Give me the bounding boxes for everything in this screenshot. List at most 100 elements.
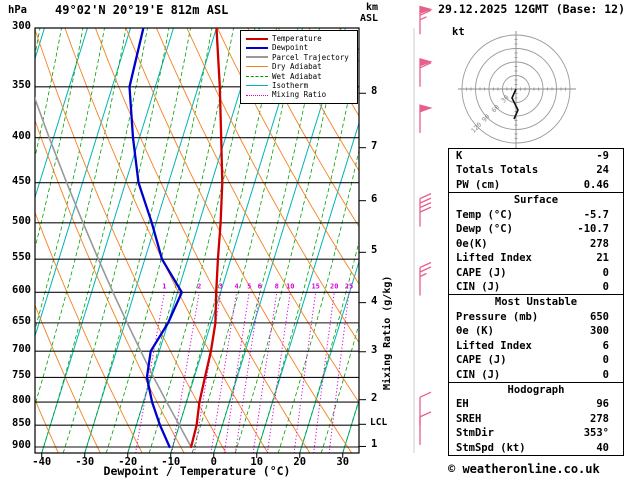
run-datetime: 29.12.2025 12GMT (Base: 12) — [438, 2, 625, 16]
altitude-tick-label: 8 — [371, 85, 378, 98]
indices-row-label: CIN (J) — [456, 368, 501, 381]
pressure-tick-label: 400 — [12, 129, 31, 142]
indices-row-value: 353° — [583, 427, 609, 440]
legend-line-sample — [246, 37, 268, 40]
indices-row-label: θe (K) — [456, 325, 494, 338]
altitude-tick-label: 1 — [371, 438, 378, 451]
indices-row: PW (cm) 0.46 — [449, 178, 623, 192]
pressure-tick-label: 650 — [12, 314, 31, 327]
indices-row-label: EH — [456, 398, 469, 411]
legend-item-label: Dewpoint — [272, 43, 309, 53]
temperature-tick-label: -40 — [32, 456, 52, 468]
mixing-ratio-value: 25 — [345, 282, 353, 290]
hodograph-ring-label: 60 — [490, 103, 501, 114]
legend-item-label: Dry Adiabat — [272, 62, 322, 72]
legend-line-sample — [246, 47, 268, 50]
temperature-tick-label: -30 — [75, 456, 95, 468]
indices-row-value: 6 — [602, 339, 609, 352]
indices-row-label: CAPE (J) — [456, 266, 507, 279]
pressure-tick-label: 550 — [12, 251, 31, 264]
indices-row: Lifted Index 6 — [449, 339, 623, 353]
temperature-tick-label: 30 — [336, 456, 350, 468]
pressure-gridlines — [34, 27, 415, 458]
indices-row-label: CIN (J) — [456, 280, 501, 293]
indices-row-label: Totals Totals — [456, 164, 539, 177]
x-axis-title: Dewpoint / Temperature (°C) — [103, 464, 291, 478]
dewpoint-curve — [128, 28, 183, 449]
pressure-tick-label: 850 — [12, 417, 31, 430]
wind-barb-column — [419, 5, 433, 445]
indices-row-value: -10.7 — [577, 223, 609, 236]
legend-item: Isotherm — [246, 81, 353, 90]
mixing-ratio-value: 6 — [258, 282, 262, 290]
indices-row: Pressure (mb) 650 — [449, 310, 623, 324]
legend-item: Mixing Ratio — [246, 90, 353, 99]
temperature-curve — [189, 28, 224, 449]
indices-row: SREH 278 — [449, 412, 623, 426]
pressure-tick-label: 900 — [12, 439, 31, 451]
mixing-ratio-axis-label: Mixing Ratio (g/kg) — [382, 275, 393, 390]
indices-row-label: Lifted Index — [456, 339, 532, 352]
indices-row-value: 24 — [596, 164, 609, 177]
mixing-ratio-value: 5 — [247, 282, 251, 290]
indices-row-value: 300 — [590, 325, 609, 338]
indices-section-title: Surface — [449, 192, 623, 207]
skewt-background-grid — [35, 28, 359, 453]
indices-row-label: SREH — [456, 412, 482, 425]
legend-line-sample — [246, 75, 268, 77]
hodograph-ring-label: 30 — [499, 93, 510, 104]
indices-section-title: Hodograph — [449, 382, 623, 397]
indices-row: CAPE (J) 0 — [449, 353, 623, 367]
altitude-tick-label: 4 — [371, 294, 378, 307]
indices-row: Temp (°C) -5.7 — [449, 208, 623, 222]
indices-table: K -9 Totals Totals 24 PW (cm) 0.46 Surface Temp… — [448, 148, 624, 457]
lcl-marker-label: LCL — [370, 417, 388, 428]
indices-row: Lifted Index 21 — [449, 251, 623, 265]
indices-row-value: 96 — [596, 398, 609, 411]
indices-row-label: Lifted Index — [456, 252, 532, 265]
legend-item-label: Wet Adiabat — [272, 71, 322, 81]
legend-line-sample — [246, 85, 268, 87]
pressure-tick-label: 350 — [12, 78, 31, 91]
indices-row: θe (K) 300 — [449, 324, 623, 338]
pressure-tick-label: 500 — [12, 214, 31, 227]
page-title: 49°02'N 20°19'E 812m ASL — [55, 3, 229, 17]
temperature-tick-label: -20 — [118, 456, 138, 468]
indices-row-value: 278 — [590, 412, 609, 425]
chart-legend: Temperature Dewpoint Parcel Trajectory Dry … — [240, 30, 358, 104]
indices-row: EH 96 — [449, 397, 623, 411]
indices-row: CIN (J) 0 — [449, 368, 623, 382]
indices-row-label: CAPE (J) — [456, 354, 507, 367]
pressure-tick-label: 800 — [12, 394, 31, 407]
altitude-tick-label: 2 — [371, 391, 378, 404]
indices-row-label: Pressure (mb) — [456, 310, 539, 323]
indices-row: StmDir 353° — [449, 426, 623, 440]
indices-row-label: Temp (°C) — [456, 208, 513, 221]
hodograph-wind-trace — [511, 88, 519, 120]
legend-item: Dewpoint — [246, 43, 353, 52]
pressure-tick-label: 600 — [12, 284, 31, 297]
legend-item-label: Isotherm — [272, 80, 309, 90]
mixing-ratio-value-labels: 1 2 3 4 5 6 8 10 15 20 25 — [162, 282, 353, 290]
hodograph-ring-label: 120 — [469, 121, 483, 135]
legend-line-sample — [246, 66, 268, 68]
indices-row: Totals Totals 24 — [449, 163, 623, 177]
indices-row-value: 650 — [590, 310, 609, 323]
pressure-tick-label: 300 — [12, 20, 31, 32]
indices-row-label: Dewp (°C) — [456, 223, 513, 236]
hodograph-unit-label: kt — [452, 26, 465, 38]
indices-row-value: 0 — [602, 354, 609, 367]
legend-line-sample — [246, 94, 268, 96]
indices-row-value: 0 — [602, 266, 609, 279]
legend-item: Dry Adiabat — [246, 62, 353, 71]
temperature-tick-label: 0 — [210, 456, 217, 468]
indices-row-value: 0.46 — [583, 178, 609, 191]
indices-row: StmSpd (kt) 40 — [449, 441, 623, 455]
indices-section-title: Most Unstable — [449, 294, 623, 309]
altitude-tick-label: 3 — [371, 343, 378, 356]
mixing-ratio-value: 8 — [275, 282, 279, 290]
indices-row-value: 40 — [596, 441, 609, 454]
